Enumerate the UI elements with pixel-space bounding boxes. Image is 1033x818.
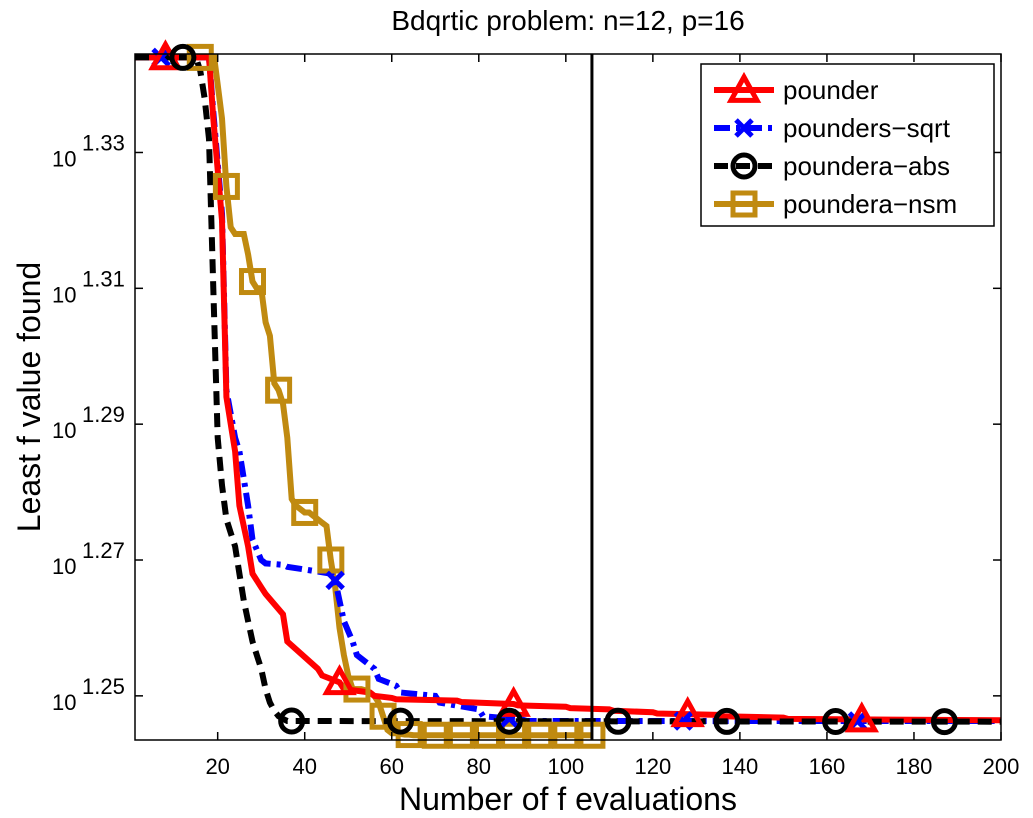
x-tick-label: 40 — [292, 754, 316, 779]
y-axis-label: Least f value found — [11, 262, 47, 532]
legend-label-0: pounder — [783, 75, 879, 105]
series-marker-2 — [169, 43, 197, 71]
series-marker-1 — [325, 570, 345, 591]
x-tick-label: 180 — [896, 754, 933, 779]
y-tick-label-base: 10 — [52, 418, 76, 443]
y-tick-label-exponent: 1.29 — [82, 402, 125, 427]
chart-title: Bdqrtic problem: n=12, p=16 — [391, 5, 744, 36]
series-marker-2 — [713, 707, 741, 735]
series-marker-3 — [473, 721, 501, 749]
series-marker-3 — [526, 721, 554, 749]
series-layer — [135, 54, 1001, 739]
x-tick-label: 120 — [634, 754, 671, 779]
plot-area — [134, 39, 1002, 749]
y-tick-label-base: 10 — [52, 282, 76, 307]
series-marker-2 — [495, 707, 523, 735]
x-axis-label: Number of f evaluations — [399, 781, 737, 817]
legend-marker-2 — [730, 152, 758, 180]
x-tick-label: 200 — [983, 754, 1020, 779]
y-tick-label-base: 10 — [52, 690, 76, 715]
series-marker-2 — [386, 707, 414, 735]
series-marker-3 — [421, 721, 449, 749]
plot-frame — [134, 53, 1002, 741]
legend: pounder pounders−sqrt poundera−abs poundera… — [700, 63, 995, 227]
legend-marker-1 — [734, 118, 754, 138]
series-line-0 — [135, 54, 1001, 724]
x-tick-label: 80 — [467, 754, 491, 779]
x-tick-label: 140 — [722, 754, 759, 779]
series-marker-3 — [265, 376, 293, 404]
legend-label-1: pounders−sqrt — [783, 113, 951, 143]
legend-label-3: poundera−nsm — [783, 189, 957, 219]
series-marker-2 — [604, 707, 632, 735]
y-tick-label-exponent: 1.31 — [82, 266, 125, 291]
x-tick-label: 60 — [380, 754, 404, 779]
legend-marker-3 — [730, 190, 758, 218]
series-marker-0 — [844, 701, 879, 733]
series-marker-3 — [552, 721, 580, 749]
series-marker-1-stroke — [325, 570, 345, 591]
series-marker-0 — [670, 696, 705, 728]
series-marker-0 — [496, 685, 531, 717]
legend-label-2: poundera−abs — [783, 151, 950, 181]
series-marker-0 — [322, 664, 357, 696]
series-marker-3 — [343, 675, 371, 703]
series-marker-2 — [930, 708, 958, 736]
series-marker-3 — [369, 702, 397, 730]
legend-marker-0 — [726, 71, 762, 103]
series-marker-3 — [238, 268, 266, 296]
series-marker-3 — [317, 546, 345, 574]
series-marker-2 — [278, 707, 306, 735]
y-tick-label-exponent: 1.33 — [82, 130, 125, 155]
y-tick-label-base: 10 — [52, 554, 76, 579]
series-marker-3 — [291, 498, 319, 526]
series-marker-3 — [186, 43, 214, 71]
series-line-2 — [135, 54, 1001, 725]
series-marker-3 — [212, 172, 240, 200]
y-tick-label-exponent: 1.27 — [82, 538, 125, 563]
x-tick-label: 160 — [809, 754, 846, 779]
x-axis: 20 40 60 80 100 120 140 160 180 200 — [205, 54, 1019, 779]
y-tick-label-base: 10 — [52, 146, 76, 171]
marker-layer — [148, 39, 958, 749]
y-tick-label-exponent: 1.25 — [82, 674, 125, 699]
series-marker-3 — [447, 721, 475, 749]
x-tick-label: 20 — [205, 754, 229, 779]
legend-marker-1-stroke — [734, 118, 754, 138]
x-tick-label: 100 — [547, 754, 584, 779]
series-marker-2 — [822, 708, 850, 736]
